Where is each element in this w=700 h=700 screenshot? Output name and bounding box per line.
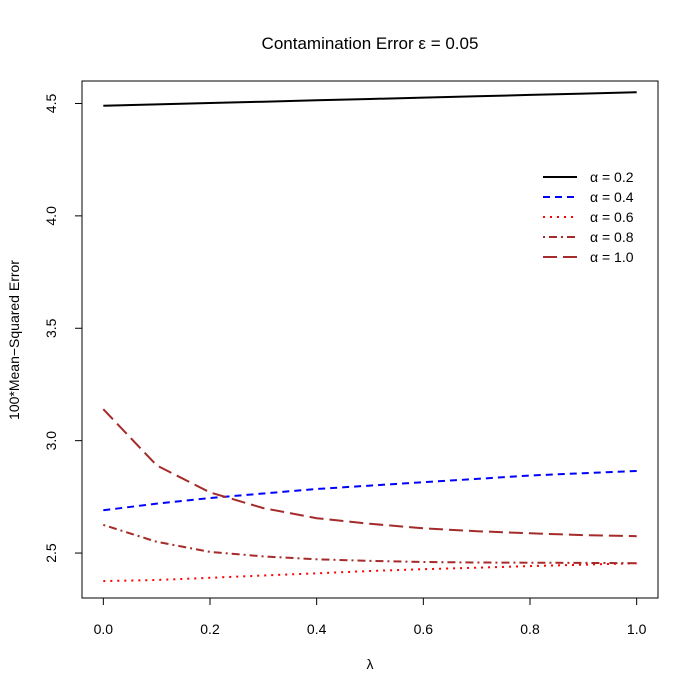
x-tick-label: 0.4 [307, 621, 327, 637]
y-tick-label: 4.5 [43, 94, 59, 114]
legend-label: α = 0.4 [590, 189, 634, 205]
legend-label: α = 0.2 [590, 169, 634, 185]
y-tick-label: 3.0 [43, 431, 59, 451]
x-tick-label: 1.0 [627, 621, 647, 637]
x-tick-label: 0.0 [94, 621, 114, 637]
plot-frame [81, 80, 659, 599]
chart-title: Contamination Error ε = 0.05 [262, 34, 479, 53]
y-axis: 2.5 3.0 3.5 4.0 4.5 [43, 94, 83, 563]
y-tick-label: 2.5 [43, 543, 59, 563]
legend-label: α = 0.8 [590, 229, 634, 245]
series-line [103, 470, 637, 512]
x-axis-title: λ [367, 656, 374, 672]
series-line [102, 408, 637, 538]
legend-label: α = 1.0 [590, 249, 634, 265]
x-tick-label: 0.6 [414, 621, 434, 637]
series-layer [102, 91, 637, 583]
series-line [103, 91, 637, 107]
legend-label: α = 0.6 [590, 209, 634, 225]
series-line [103, 562, 637, 583]
legend: α = 0.2 α = 0.4 α = 0.6 α = 0.8 α = 1.0 [543, 169, 634, 265]
x-tick-label: 0.2 [200, 621, 220, 637]
x-axis: 0.0 0.2 0.4 0.6 0.8 1.0 [94, 597, 647, 637]
x-tick-label: 0.8 [520, 621, 540, 637]
y-tick-label: 4.0 [43, 206, 59, 226]
y-axis-title: 100*Mean−Squared Error [6, 260, 22, 420]
series-line [102, 523, 637, 565]
y-tick-label: 3.5 [43, 318, 59, 338]
